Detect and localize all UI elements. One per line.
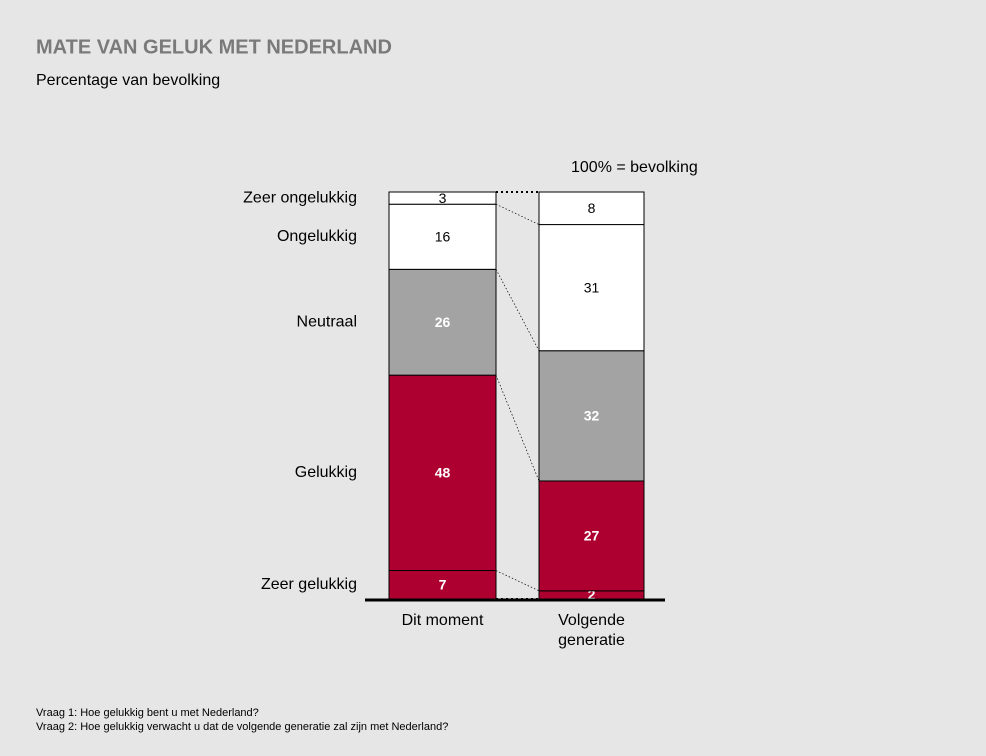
value-label: 26 [435,314,451,330]
connector [495,570,540,592]
bar-segment [388,570,497,600]
legend-label: Neutraal [297,313,357,330]
footnote: Vraag 2: Hoe gelukkig verwacht u dat de … [36,721,448,733]
legend-label: Ongelukkig [277,228,357,245]
chart-title: MATE VAN GELUK MET NEDERLAND [36,36,392,58]
bar-segment [538,224,645,352]
bar-segment [388,203,497,270]
connector [495,203,540,225]
connector [495,375,540,482]
bar-segment [388,374,497,572]
connector [495,269,540,351]
chart-subtitle: Percentage van bevolking [36,72,220,89]
value-label: 32 [584,408,600,424]
legend-label: Gelukkig [295,464,357,481]
value-label: 7 [439,576,447,592]
legend-label: Zeer ongelukkig [243,189,357,206]
bar-segment [538,191,645,226]
annotation: 100% = bevolking [571,159,698,176]
value-label: 3 [439,190,447,206]
x-tick-label: Volgende generatie [558,612,625,649]
value-label: 16 [435,228,451,244]
value-label: 48 [435,465,451,481]
legend-label: Zeer gelukkig [261,576,357,593]
footnote: Vraag 1: Hoe gelukkig bent u met Nederla… [36,707,259,719]
value-label: 27 [584,528,600,544]
value-label: 31 [584,279,600,295]
value-label: 2 [588,587,596,603]
x-tick-label: Dit moment [401,612,484,629]
bar-segment [388,191,497,205]
value-label: 8 [588,200,596,216]
